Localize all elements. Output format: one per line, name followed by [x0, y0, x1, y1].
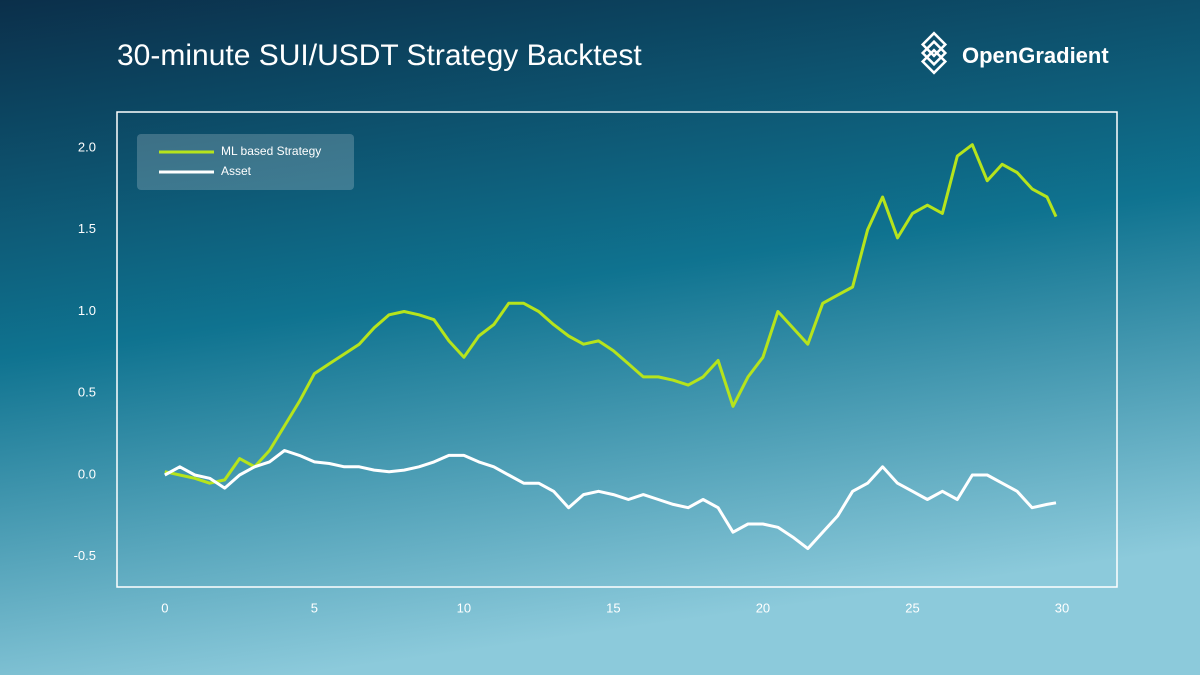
- x-tick-label: 20: [756, 600, 770, 615]
- legend-box: [137, 134, 354, 190]
- x-tick-label: 25: [905, 600, 919, 615]
- chart-title: 30-minute SUI/USDT Strategy Backtest: [117, 39, 642, 72]
- x-tick-label: 5: [311, 600, 318, 615]
- x-tick-label: 10: [457, 600, 471, 615]
- x-tick-label: 15: [606, 600, 620, 615]
- logo: [920, 31, 948, 75]
- series-line: [164, 449, 1057, 551]
- y-tick-label: -0.5: [74, 548, 96, 563]
- x-tick-label: 30: [1055, 600, 1069, 615]
- y-tick-label: 0.0: [78, 466, 96, 481]
- y-tick-label: 0.5: [78, 385, 96, 400]
- brand: OpenGradient: [962, 43, 1109, 68]
- y-tick-label: 2.0: [78, 139, 96, 154]
- legend-label: ML based Strategy: [221, 144, 321, 158]
- legend-label: Asset: [221, 164, 252, 178]
- series-line: [164, 143, 1058, 485]
- plot-frame: [116, 111, 1118, 588]
- y-tick-label: 1.0: [78, 303, 96, 318]
- x-tick-label: 0: [161, 600, 168, 615]
- y-tick-label: 1.5: [78, 221, 96, 236]
